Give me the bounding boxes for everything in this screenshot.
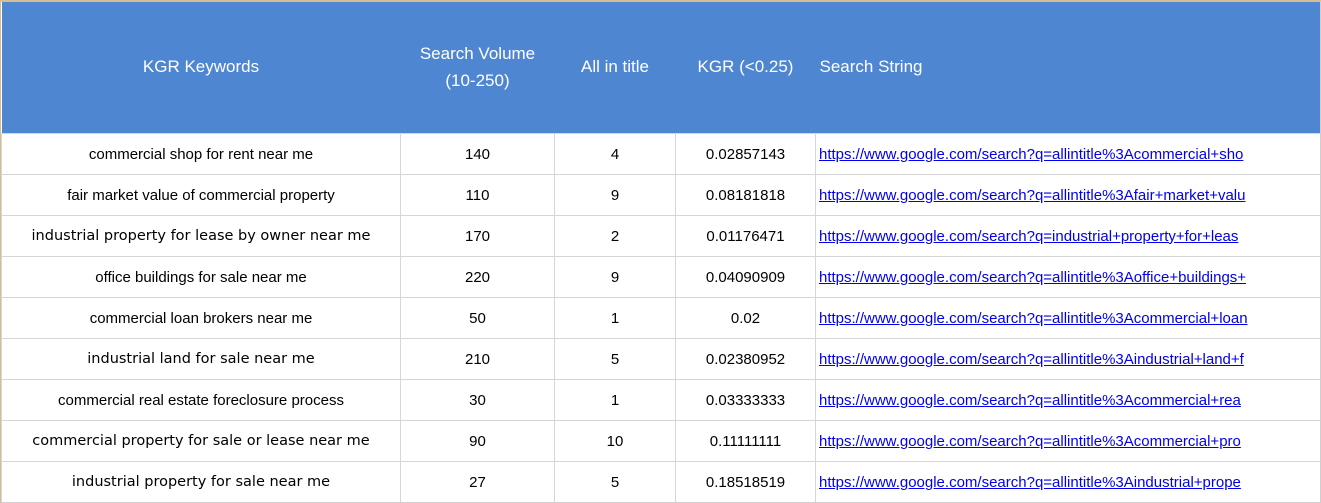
column-header-kgr-keywords: KGR Keywords	[1, 2, 401, 134]
keyword-cell: industrial land for sale near me	[1, 338, 401, 380]
keyword-cell: office buildings for sale near me	[1, 256, 401, 298]
kgr-cell: 0.11111111	[675, 420, 816, 462]
table-row: office buildings for sale near me 220 9 …	[1, 256, 1320, 298]
keyword-cell: commercial property for sale or lease ne…	[1, 420, 401, 462]
search-string-cell: https://www.google.com/search?q=allintit…	[815, 256, 1320, 298]
table-row: fair market value of commercial property…	[1, 174, 1320, 216]
kgr-cell: 0.02380952	[675, 338, 816, 380]
search-string-cell: https://www.google.com/search?q=allintit…	[815, 174, 1320, 216]
kgr-cell: 0.18518519	[675, 461, 816, 502]
search-volume-cell: 170	[400, 215, 555, 257]
column-header-kgr: KGR (<0.25)	[675, 2, 816, 134]
search-volume-cell: 27	[400, 461, 555, 502]
all-in-title-cell: 4	[554, 133, 676, 175]
search-volume-cell: 50	[400, 297, 555, 339]
search-string-cell: https://www.google.com/search?q=industri…	[815, 215, 1320, 257]
keyword-cell: industrial property for sale near me	[1, 461, 401, 502]
header-row: KGR Keywords Search Volume (10-250) All …	[1, 2, 1320, 134]
search-string-link[interactable]: https://www.google.com/search?q=allintit…	[819, 186, 1246, 204]
search-string-cell: https://www.google.com/search?q=allintit…	[815, 133, 1320, 175]
kgr-cell: 0.04090909	[675, 256, 816, 298]
search-volume-cell: 210	[400, 338, 555, 380]
column-header-search-string: Search String	[815, 2, 1320, 134]
search-string-link[interactable]: https://www.google.com/search?q=allintit…	[819, 391, 1241, 409]
search-string-link[interactable]: https://www.google.com/search?q=allintit…	[819, 350, 1244, 368]
table-body: commercial shop for rent near me 140 4 0…	[1, 133, 1320, 502]
keyword-cell: commercial shop for rent near me	[1, 133, 401, 175]
search-string-cell: https://www.google.com/search?q=allintit…	[815, 297, 1320, 339]
table-row: industrial property for sale near me 27 …	[1, 461, 1320, 502]
keyword-cell: commercial real estate foreclosure proce…	[1, 379, 401, 421]
keyword-cell: industrial property for lease by owner n…	[1, 215, 401, 257]
search-string-link[interactable]: https://www.google.com/search?q=allintit…	[819, 473, 1241, 491]
column-header-all-in-title: All in title	[554, 2, 676, 134]
kgr-cell: 0.02857143	[675, 133, 816, 175]
search-string-cell: https://www.google.com/search?q=allintit…	[815, 420, 1320, 462]
all-in-title-cell: 9	[554, 256, 676, 298]
search-volume-cell: 110	[400, 174, 555, 216]
search-string-link[interactable]: https://www.google.com/search?q=allintit…	[819, 432, 1241, 450]
keyword-cell: commercial loan brokers near me	[1, 297, 401, 339]
search-string-link[interactable]: https://www.google.com/search?q=allintit…	[819, 268, 1247, 286]
table-row: commercial real estate foreclosure proce…	[1, 379, 1320, 421]
search-volume-cell: 220	[400, 256, 555, 298]
table-row: commercial property for sale or lease ne…	[1, 420, 1320, 462]
search-string-link[interactable]: https://www.google.com/search?q=allintit…	[819, 145, 1244, 163]
kgr-cell: 0.02	[675, 297, 816, 339]
all-in-title-cell: 5	[554, 338, 676, 380]
search-volume-cell: 90	[400, 420, 555, 462]
table-row: industrial land for sale near me 210 5 0…	[1, 338, 1320, 380]
all-in-title-cell: 5	[554, 461, 676, 502]
all-in-title-cell: 1	[554, 379, 676, 421]
kgr-cell: 0.01176471	[675, 215, 816, 257]
kgr-cell: 0.03333333	[675, 379, 816, 421]
table-header: KGR Keywords Search Volume (10-250) All …	[1, 2, 1320, 134]
all-in-title-cell: 9	[554, 174, 676, 216]
table-row: commercial shop for rent near me 140 4 0…	[1, 133, 1320, 175]
search-volume-cell: 30	[400, 379, 555, 421]
table-row: commercial loan brokers near me 50 1 0.0…	[1, 297, 1320, 339]
search-string-cell: https://www.google.com/search?q=allintit…	[815, 338, 1320, 380]
search-string-link[interactable]: https://www.google.com/search?q=industri…	[819, 227, 1239, 245]
search-string-cell: https://www.google.com/search?q=allintit…	[815, 461, 1320, 502]
search-string-link[interactable]: https://www.google.com/search?q=allintit…	[819, 309, 1248, 327]
table-row: industrial property for lease by owner n…	[1, 215, 1320, 257]
all-in-title-cell: 1	[554, 297, 676, 339]
kgr-cell: 0.08181818	[675, 174, 816, 216]
all-in-title-cell: 10	[554, 420, 676, 462]
search-string-cell: https://www.google.com/search?q=allintit…	[815, 379, 1320, 421]
all-in-title-cell: 2	[554, 215, 676, 257]
search-volume-cell: 140	[400, 133, 555, 175]
column-header-search-volume: Search Volume (10-250)	[400, 2, 555, 134]
keyword-cell: fair market value of commercial property	[1, 174, 401, 216]
